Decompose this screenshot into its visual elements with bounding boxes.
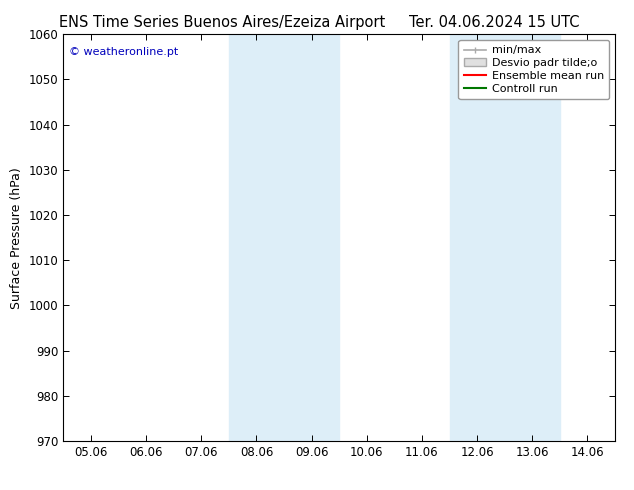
Bar (229, 34, 339, 441)
Y-axis label: Surface Pressure (hPa): Surface Pressure (hPa) (10, 167, 23, 309)
Legend: min/max, Desvio padr tilde;o, Ensemble mean run, Controll run: min/max, Desvio padr tilde;o, Ensemble m… (458, 40, 609, 99)
Text: ENS Time Series Buenos Aires/Ezeiza Airport: ENS Time Series Buenos Aires/Ezeiza Airp… (59, 15, 385, 30)
Text: © weatheronline.pt: © weatheronline.pt (69, 47, 178, 56)
Bar (450, 34, 560, 441)
Text: Ter. 04.06.2024 15 UTC: Ter. 04.06.2024 15 UTC (410, 15, 579, 30)
